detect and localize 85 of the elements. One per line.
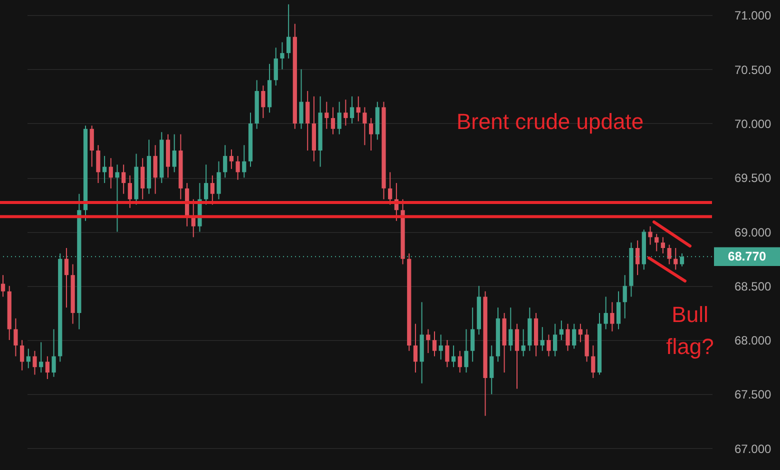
candlestick bbox=[229, 148, 234, 170]
candlestick bbox=[490, 344, 494, 395]
candlestick bbox=[299, 68, 304, 130]
y-tick-label: 69.500 bbox=[734, 171, 772, 186]
candlestick bbox=[514, 323, 520, 390]
candlestick bbox=[362, 106, 367, 146]
candlestick bbox=[108, 158, 113, 189]
candlestick bbox=[274, 47, 278, 86]
candlestick bbox=[604, 296, 608, 330]
annotation: Bull flag? bbox=[666, 302, 714, 359]
candlestick bbox=[216, 160, 221, 200]
y-tick-label: 71.000 bbox=[734, 8, 772, 23]
candlestick bbox=[553, 323, 558, 357]
candlestick bbox=[636, 240, 640, 276]
candlestick bbox=[210, 174, 214, 206]
candlestick bbox=[45, 356, 50, 380]
candlestick bbox=[96, 144, 100, 184]
candlestick bbox=[344, 99, 348, 126]
candlestick bbox=[204, 164, 208, 206]
candlestick bbox=[521, 328, 526, 357]
candlestick bbox=[90, 125, 94, 168]
candlestick bbox=[432, 330, 437, 357]
candlestick bbox=[438, 334, 443, 360]
y-tick-label: 67.500 bbox=[734, 388, 772, 402]
candlestick bbox=[306, 90, 310, 152]
ref-line-label: 68.770 bbox=[728, 250, 766, 264]
candlestick bbox=[622, 274, 627, 319]
candlestick bbox=[115, 164, 120, 232]
candlestick bbox=[261, 85, 266, 119]
candlestick bbox=[330, 106, 336, 135]
candlestick bbox=[591, 344, 596, 378]
annotation: Brent crude update bbox=[456, 109, 644, 134]
candlestick bbox=[280, 42, 284, 70]
candlestick bbox=[0, 274, 6, 298]
candlestick bbox=[172, 134, 176, 173]
candlestick bbox=[128, 174, 132, 208]
y-tick-label: 67.000 bbox=[734, 442, 772, 456]
candlestick bbox=[426, 328, 430, 354]
candlestick bbox=[20, 340, 24, 371]
y-tick-label: 68.000 bbox=[734, 334, 772, 348]
candlestick bbox=[337, 101, 342, 135]
candlestick bbox=[654, 233, 659, 252]
candlestick bbox=[324, 101, 329, 130]
candlestick bbox=[540, 326, 544, 352]
candlestick bbox=[52, 328, 56, 378]
candlestick bbox=[368, 118, 374, 152]
candlestick bbox=[356, 96, 360, 122]
candlestick bbox=[584, 328, 589, 362]
candlestick bbox=[648, 226, 652, 246]
candlestick bbox=[32, 350, 37, 376]
candlestick bbox=[223, 144, 228, 178]
candlestick bbox=[616, 290, 621, 330]
candlestick bbox=[470, 307, 475, 362]
candlestick bbox=[674, 247, 678, 270]
candlestick bbox=[388, 172, 392, 206]
candlestick bbox=[464, 328, 468, 374]
candlestick bbox=[578, 323, 583, 343]
candlestick bbox=[660, 236, 666, 254]
y-tick-label: 69.000 bbox=[734, 225, 772, 240]
candlestick bbox=[122, 164, 126, 194]
candlestick bbox=[572, 323, 576, 350]
candlestick bbox=[451, 344, 456, 368]
candlestick bbox=[286, 4, 291, 59]
candlestick bbox=[26, 348, 30, 369]
candlestick bbox=[102, 155, 107, 184]
candlestick bbox=[39, 342, 44, 374]
candlestick bbox=[546, 334, 551, 357]
candlestick bbox=[236, 155, 240, 180]
candlestick bbox=[458, 350, 462, 374]
candlestick bbox=[566, 323, 570, 352]
candlestick bbox=[350, 96, 354, 124]
candlestick bbox=[14, 318, 18, 357]
y-tick-label: 70.500 bbox=[734, 62, 772, 77]
candlestick bbox=[667, 244, 672, 265]
candlestick bbox=[64, 247, 69, 308]
candlestick bbox=[140, 158, 145, 200]
candlestick bbox=[445, 340, 450, 368]
candlestick bbox=[508, 307, 513, 352]
candlestick bbox=[153, 144, 158, 194]
candlestick bbox=[413, 323, 418, 374]
y-tick-label: 68.500 bbox=[734, 279, 772, 294]
candlestick bbox=[242, 144, 246, 178]
y-tick-label: 70.000 bbox=[734, 116, 772, 131]
candlestick bbox=[610, 302, 614, 332]
candlestick bbox=[559, 320, 564, 341]
